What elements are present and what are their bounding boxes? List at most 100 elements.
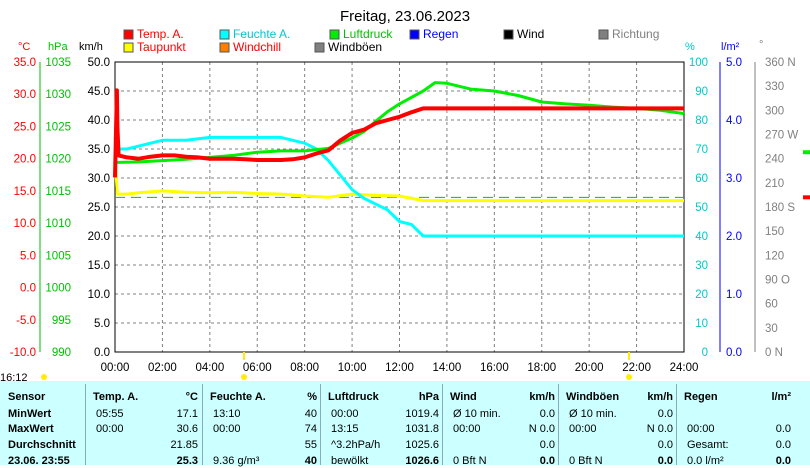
kmh-tick: 0.0 [94, 347, 110, 359]
x-tick: 24:00 [670, 362, 699, 374]
deg-tick: 300 [765, 105, 784, 117]
sunrise-marker [241, 374, 247, 380]
deg-tick: 330 [765, 81, 784, 93]
stats-unit-temp: °C [185, 391, 198, 403]
lm2-tick: 2.0 [726, 231, 742, 243]
chart-title: Freitag, 23.06.2023 [340, 8, 470, 25]
legend-swatch-6 [123, 42, 134, 53]
stats-value-temp: 21.85 [170, 439, 198, 451]
pct-tick: 90 [695, 86, 708, 98]
deg-tick: 240 [765, 154, 784, 166]
stats-separator [320, 384, 321, 465]
hpa-tick: 1025 [45, 121, 71, 133]
sunset-marker [626, 374, 632, 380]
stats-note-gust: Ø 10 min. [569, 408, 617, 420]
row-label-min: MinWert [8, 408, 52, 420]
stats-note-rain: 00:00 [687, 423, 715, 435]
pct-tick: 0 [702, 347, 708, 359]
pct-unit: % [685, 41, 695, 53]
legend-swatch-5 [598, 29, 609, 40]
stats-header-press: Luftdruck [328, 391, 379, 403]
stats-note-press: bewölkt [331, 455, 369, 467]
stats-note-hum: 00:00 [213, 423, 241, 435]
stats-separator [676, 384, 677, 465]
pct-tick: 100 [689, 57, 708, 69]
stats-value-hum: 40 [304, 408, 317, 420]
hpa-unit: hPa [48, 41, 68, 53]
stats-value-press: 1019.4 [405, 408, 439, 420]
legend-swatch-3 [409, 29, 420, 40]
stats-value-hum: 40 [304, 455, 317, 467]
row-label-current: 23.06. 23:55 [8, 455, 70, 467]
deg-tick: 180 S [765, 202, 795, 214]
stats-note-hum: 13:10 [213, 408, 241, 420]
stats-value-temp: 17.1 [176, 408, 198, 420]
kmh-tick: 40.0 [88, 115, 110, 127]
stats-note-press: ^3.2hPa/h [331, 439, 381, 451]
pct-tick: 70 [695, 144, 708, 156]
stats-value-wind: 0.0 [539, 439, 555, 451]
stats-header-rain: Regen [684, 391, 718, 403]
pct-tick: 50 [695, 202, 708, 214]
x-tick: 06:00 [243, 362, 272, 374]
temp-tick: 30.0 [14, 89, 36, 101]
temp-tick: -5.0 [16, 315, 36, 327]
x-tick: 14:00 [433, 362, 462, 374]
stats-value-gust: 0.0 [657, 439, 673, 451]
deg-tick: 210 [765, 178, 784, 190]
stats-note-rain: 0.0 l/m² [687, 455, 724, 467]
stats-note-wind: Ø 10 min. [453, 408, 501, 420]
series-lines [113, 81, 685, 238]
deg-tick: 60 [765, 299, 778, 311]
hpa-tick: 1000 [45, 283, 71, 295]
stats-unit-gust: km/h [647, 391, 673, 403]
pct-tick: 60 [695, 173, 708, 185]
hpa-tick: 995 [52, 315, 71, 327]
stats-unit-press: hPa [418, 391, 439, 403]
legend-label-2: Luftdruck [343, 27, 393, 41]
series-temp-a- [113, 88, 684, 178]
markers [41, 150, 810, 380]
stats-note-hum: 9.36 g/m³ [213, 455, 260, 467]
kmh-tick: 20.0 [88, 231, 110, 243]
stats-value-temp: 25.3 [176, 455, 198, 467]
stats-separator [442, 384, 443, 465]
stats-value-temp: 30.6 [176, 423, 198, 435]
stats-value-hum: 74 [304, 423, 317, 435]
stats-value-hum: 55 [304, 439, 317, 451]
row-label-avg: Durchschnitt [8, 439, 76, 451]
hpa-tick: 1010 [45, 218, 71, 230]
stats-value-wind: 0.0 [539, 408, 555, 420]
legend-label-7: Windchill [233, 40, 281, 54]
stats-note-rain: Gesamt: [687, 439, 729, 451]
stats-header-temp: Temp. A. [93, 391, 139, 403]
x-tick: 22:00 [622, 362, 651, 374]
stats-note-wind: 0 Bft N [453, 455, 487, 467]
stats-header-wind: Wind [450, 391, 477, 403]
stats-value-press: 1026.6 [405, 455, 439, 467]
hpa-tick: 1030 [45, 89, 71, 101]
stats-header-gust: Windböen [566, 391, 620, 403]
kmh-tick: 45.0 [88, 86, 110, 98]
deg-tick: 120 [765, 250, 784, 262]
stats-value-wind: N 0.0 [528, 423, 555, 435]
x-tick: 10:00 [338, 362, 367, 374]
lm2-tick: 1.0 [726, 289, 742, 301]
legend-swatch-8 [314, 42, 325, 53]
stats-note-gust: 00:00 [569, 423, 597, 435]
series-feuchte-a- [113, 135, 684, 238]
kmh-tick: 30.0 [88, 173, 110, 185]
temp-tick: 0.0 [20, 283, 36, 295]
kmh-tick: 25.0 [88, 202, 110, 214]
stats-separator [202, 384, 203, 465]
x-tick: 12:00 [385, 362, 414, 374]
legend-swatch-7 [219, 42, 230, 53]
x-tick: 04:00 [195, 362, 224, 374]
stats-unit-hum: % [307, 391, 317, 403]
stats-value-rain: 0.0 [775, 423, 791, 435]
stats-note-temp: 05:55 [96, 408, 124, 420]
temp-unit: °C [18, 41, 30, 53]
stats-note-press: 00:00 [331, 408, 359, 420]
x-tick: 02:00 [148, 362, 177, 374]
kmh-tick: 10.0 [88, 289, 110, 301]
